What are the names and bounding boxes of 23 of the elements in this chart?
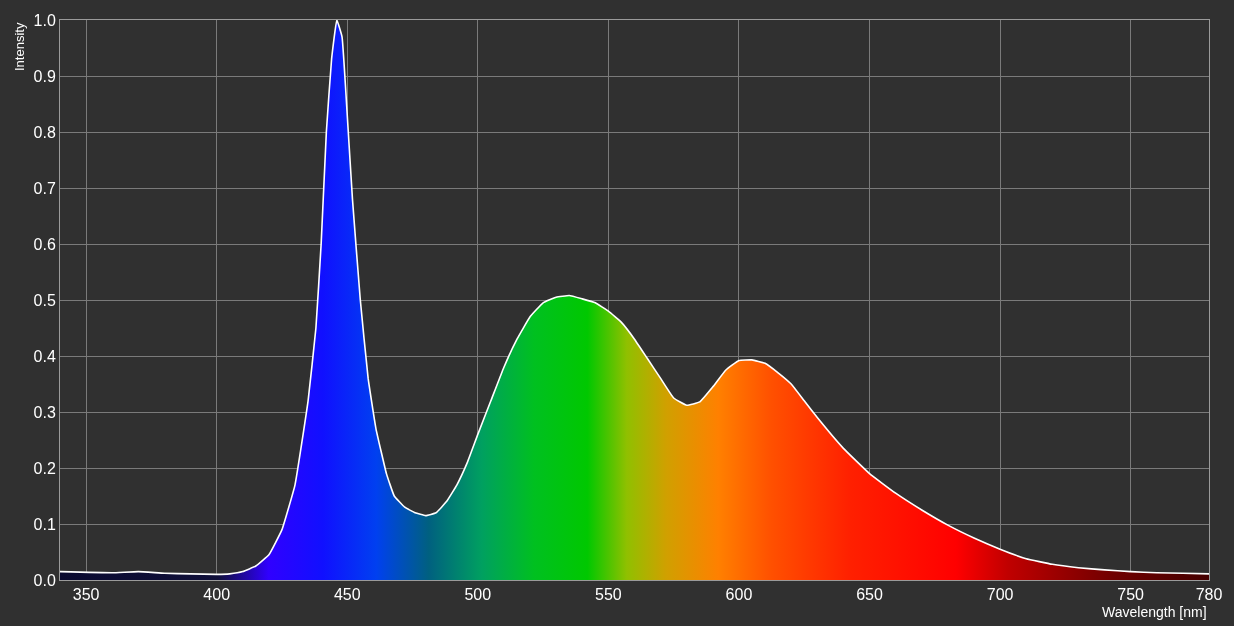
y-tick-label: 0.3 (33, 403, 56, 421)
x-tick-label: 350 (72, 586, 100, 604)
y-tick-label: 0.7 (33, 179, 56, 197)
x-tick-label: 450 (333, 586, 361, 604)
y-tick-label: 0.0 (33, 571, 56, 589)
y-tick-label: 0.9 (33, 67, 56, 85)
y-tick-label: 0.6 (33, 235, 56, 253)
y-tick-label: 0.2 (33, 459, 56, 477)
y-tick-label: 0.4 (33, 347, 56, 365)
x-axis-title: Wavelength [nm] (1102, 604, 1207, 620)
x-tick-label: 780 (1195, 586, 1223, 604)
x-tick-label: 600 (725, 586, 753, 604)
x-tick-label: 400 (203, 586, 231, 604)
x-tick-label: 650 (856, 586, 883, 604)
x-tick-label: 500 (464, 586, 492, 604)
x-tick-label: 750 (1117, 586, 1145, 604)
y-axis-title: Intensity (12, 22, 27, 71)
y-tick-label: 0.1 (33, 515, 56, 533)
y-tick-label: 0.8 (33, 123, 56, 141)
y-tick-label: 1.0 (33, 11, 56, 29)
y-tick-label: 0.5 (33, 291, 56, 309)
x-tick-label: 550 (595, 586, 622, 604)
x-tick-label: 700 (986, 586, 1014, 604)
